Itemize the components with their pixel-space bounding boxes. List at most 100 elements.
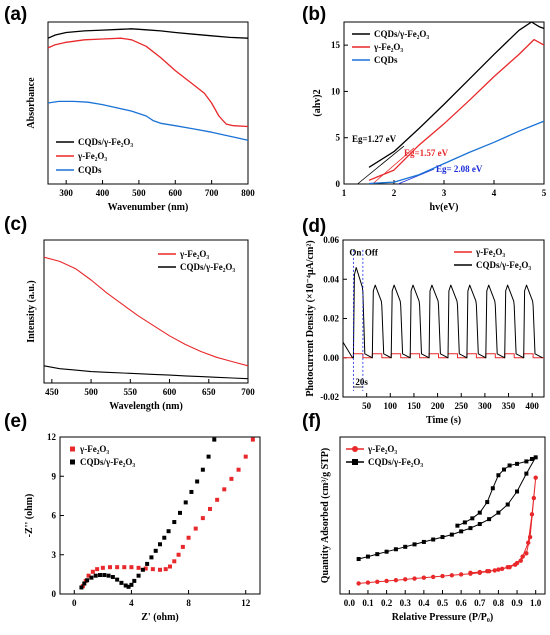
x-tick-label: 800: [241, 188, 255, 198]
data-point-1: [431, 537, 436, 542]
scatter-point-0: [250, 437, 255, 442]
scatter-point-0: [193, 526, 198, 531]
y-tick-label: -0.02: [320, 392, 339, 402]
data-point-0: [375, 579, 380, 584]
scatter-point-0: [163, 567, 168, 572]
scatter-point-1: [195, 479, 200, 484]
data-point-0: [468, 570, 473, 576]
legend-entry-0: CQDs/γ-Fe₂O₃: [78, 137, 133, 147]
data-point-0: [512, 562, 518, 567]
data-point-1: [421, 539, 426, 544]
x-tick-label: 350: [502, 401, 516, 411]
data-point-1: [485, 500, 490, 505]
x-tick-label: 550: [124, 387, 138, 397]
y-axis-label: Absorbance: [26, 77, 37, 129]
y-axis-label: Quantity Adsorbed (cm³/g STP): [320, 448, 331, 584]
x-tick-label: 500: [84, 387, 98, 397]
y-tick-label: 0.02: [323, 314, 339, 324]
data-point-0: [412, 576, 417, 581]
scatter-point-1: [153, 548, 158, 553]
scatter-point-0: [122, 565, 127, 570]
data-point-0: [384, 578, 389, 584]
series-line-1: [358, 456, 537, 560]
y-tick-label: 0: [336, 179, 341, 189]
data-point-1: [459, 529, 464, 534]
scatter-point-1: [85, 578, 90, 583]
legend-marker: [70, 459, 75, 465]
data-point-0: [403, 577, 408, 582]
scatter-point-1: [119, 580, 124, 585]
x-tick-label: 0: [72, 598, 77, 608]
x-tick-label: 0.0: [344, 598, 356, 608]
x-tick-label: 1: [342, 188, 347, 198]
y-tick-label: 12: [47, 432, 57, 442]
scatter-point-1: [98, 573, 102, 578]
scatter-point-0: [115, 565, 120, 570]
scatter-point-1: [145, 561, 150, 566]
data-point-1: [490, 486, 495, 491]
scatter-point-0: [150, 567, 155, 572]
x-tick-label: 600: [169, 188, 183, 198]
x-tick-label: 200: [431, 401, 445, 411]
series-line-1: [368, 38, 545, 181]
data-point-1: [393, 547, 398, 552]
scatter-point-1: [115, 577, 120, 582]
legend-entry-1: CQDs/γ-Fe₂O₃: [180, 262, 235, 272]
y-tick-label: 5: [336, 133, 341, 143]
data-point-0: [496, 567, 501, 572]
data-point-0: [507, 564, 512, 570]
scatter-point-1: [102, 573, 107, 578]
legend-entry-0: CQDs/γ-Fe₂O₃: [374, 29, 429, 39]
x-tick-label: 3: [442, 188, 447, 198]
data-point-0: [499, 566, 505, 571]
y-axis-label: Intensity (a.u.): [26, 280, 37, 343]
x-tick-label: 0.8: [493, 598, 505, 608]
scatter-point-0: [86, 573, 91, 578]
data-point-1: [505, 502, 510, 507]
scatter-point-1: [172, 520, 177, 525]
x-axis-label: Wavenumber (nm): [108, 202, 189, 213]
scatter-point-1: [140, 567, 145, 572]
scatter-point-0: [168, 564, 172, 569]
panel-a: (a) 300 400 500 600 700 800 Wavenumber (nm) Abso…: [4, 4, 255, 213]
data-point-1: [468, 526, 473, 531]
series-line-0: [43, 256, 249, 367]
x-tick-label: 1.0: [530, 598, 542, 608]
scatter-point-1: [79, 585, 84, 590]
y-tick-label: 0.06: [323, 235, 339, 245]
data-point-0: [477, 569, 482, 575]
x-tick-label: 700: [205, 188, 219, 198]
y-tick-label: 0.04: [323, 274, 339, 284]
legend-entry-1: γ-Fe₂O₃: [77, 151, 107, 161]
series-line-2: [47, 100, 249, 141]
x-tick-label: 0.1: [362, 598, 374, 608]
legend-entry-1: CQDs/γ-Fe₂O₃: [80, 457, 135, 467]
legend-entry-1: CQDs/γ-Fe₂O₃: [476, 260, 531, 270]
x-axis-label: hv(eV): [430, 202, 459, 213]
scatter-point-0: [136, 565, 141, 570]
x-tick-label: 100: [384, 401, 398, 411]
scatter-point-0: [180, 544, 185, 549]
scatter-point-0: [158, 567, 162, 572]
data-point-0: [421, 575, 427, 580]
data-point-0: [485, 569, 490, 574]
data-point-1: [356, 557, 361, 562]
x-tick-label: 150: [407, 401, 421, 411]
scatter-point-0: [208, 506, 212, 511]
scatter-point-0: [95, 567, 100, 572]
scatter-point-1: [110, 574, 115, 579]
data-point-0: [440, 573, 445, 579]
panel-b: (b) 1 2 3 4 5 0 5 10 15 hv(eV) (ahv)2 CQDs/γ-Fe₂O₃ γ-…: [302, 4, 547, 213]
data-point-1: [462, 520, 467, 525]
scatter-point-1: [132, 578, 137, 583]
x-axis-label: Wavelength (nm): [109, 401, 183, 412]
data-point-0: [520, 554, 525, 559]
legend-entry-2: CQDs: [78, 165, 102, 175]
data-point-0: [492, 568, 497, 573]
fit-line-1: [372, 147, 415, 185]
fit-line-2: [397, 168, 435, 185]
scatter-point-1: [189, 489, 194, 494]
data-point-1: [502, 467, 506, 472]
y-tick-label: 10: [331, 86, 341, 96]
